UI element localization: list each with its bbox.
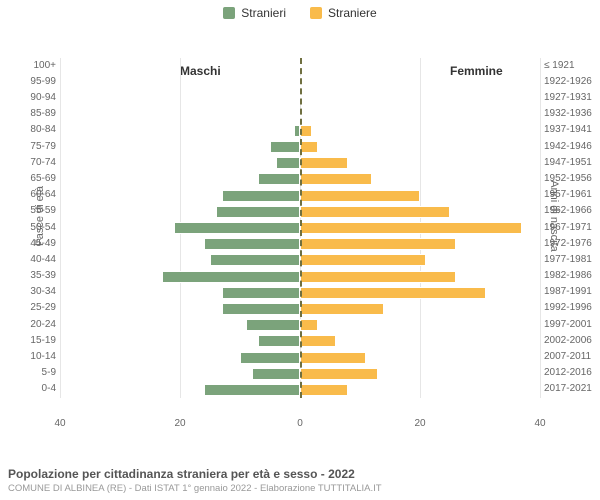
legend-item-male: Stranieri: [223, 6, 286, 20]
y-tick-birth: 1932-1936: [544, 109, 600, 119]
bar-male: [204, 238, 300, 250]
footer-title: Popolazione per cittadinanza straniera p…: [8, 467, 592, 481]
y-tick-birth: 2017-2021: [544, 384, 600, 394]
bar-female: [300, 141, 318, 153]
bar-female: [300, 173, 372, 185]
plot: 402002040: [60, 58, 540, 398]
y-tick-birth: 1952-1956: [544, 174, 600, 184]
y-tick-birth: 2007-2011: [544, 352, 600, 362]
bar-male: [216, 206, 300, 218]
legend-swatch-male: [223, 7, 235, 19]
y-tick-age: 85-89: [0, 109, 56, 119]
y-tick-age: 0-4: [0, 384, 56, 394]
x-tick: 40: [534, 418, 545, 429]
bar-female: [300, 319, 318, 331]
y-tick-birth: 1927-1931: [544, 93, 600, 103]
y-tick-age: 40-44: [0, 255, 56, 265]
bar-female: [300, 206, 450, 218]
y-tick-age: 25-29: [0, 303, 56, 313]
y-tick-age: 15-19: [0, 336, 56, 346]
y-tick-birth: 1977-1981: [544, 255, 600, 265]
x-tick: 20: [414, 418, 425, 429]
bar-male: [270, 141, 300, 153]
bar-male: [252, 368, 300, 380]
y-axis-left: 100+ 95-99 90-94 85-89 80-84 75-79 70-74 65-69 6…: [0, 58, 56, 398]
bar-female: [300, 352, 366, 364]
y-tick-age: 60-64: [0, 190, 56, 200]
y-tick-birth: 1957-1961: [544, 190, 600, 200]
y-tick-age: 70-74: [0, 158, 56, 168]
bar-female: [300, 254, 426, 266]
bar-female: [300, 287, 486, 299]
legend: Stranieri Straniere: [0, 0, 600, 20]
bar-male: [258, 335, 300, 347]
y-tick-age: 95-99: [0, 77, 56, 87]
bar-female: [300, 190, 420, 202]
bar-female: [300, 238, 456, 250]
y-tick-age: 30-34: [0, 287, 56, 297]
y-tick-age: 10-14: [0, 352, 56, 362]
y-tick-birth: 1992-1996: [544, 303, 600, 313]
y-tick-birth: 1967-1971: [544, 223, 600, 233]
y-tick-age: 45-49: [0, 239, 56, 249]
y-tick-age: 55-59: [0, 206, 56, 216]
bar-male: [174, 222, 300, 234]
y-tick-birth: ≤ 1921: [544, 61, 600, 71]
y-tick-birth: 2002-2006: [544, 336, 600, 346]
y-tick-age: 50-54: [0, 223, 56, 233]
bar-female: [300, 222, 522, 234]
y-tick-age: 90-94: [0, 93, 56, 103]
bar-female: [300, 271, 456, 283]
bar-female: [300, 384, 348, 396]
y-tick-birth: 1947-1951: [544, 158, 600, 168]
y-tick-age: 20-24: [0, 320, 56, 330]
x-axis: 402002040: [60, 418, 540, 438]
y-tick-birth: 1987-1991: [544, 287, 600, 297]
bar-male: [210, 254, 300, 266]
bar-male: [258, 173, 300, 185]
bar-male: [204, 384, 300, 396]
bar-male: [222, 287, 300, 299]
gridline: [540, 58, 541, 398]
y-axis-right: ≤ 1921 1922-1926 1927-1931 1932-1936 1937-19…: [544, 58, 600, 398]
y-tick-birth: 1972-1976: [544, 239, 600, 249]
legend-label-female: Straniere: [328, 6, 377, 20]
legend-swatch-female: [310, 7, 322, 19]
y-tick-birth: 1937-1941: [544, 125, 600, 135]
bar-female: [300, 368, 378, 380]
bar-male: [246, 319, 300, 331]
y-tick-age: 75-79: [0, 142, 56, 152]
x-tick: 40: [54, 418, 65, 429]
y-tick-age: 35-39: [0, 271, 56, 281]
legend-item-female: Straniere: [310, 6, 377, 20]
y-tick-birth: 1942-1946: [544, 142, 600, 152]
y-tick-birth: 1997-2001: [544, 320, 600, 330]
legend-label-male: Stranieri: [241, 6, 286, 20]
bar-male: [222, 190, 300, 202]
bar-female: [300, 335, 336, 347]
y-tick-birth: 1922-1926: [544, 77, 600, 87]
bar-male: [240, 352, 300, 364]
x-tick: 0: [297, 418, 303, 429]
y-tick-age: 65-69: [0, 174, 56, 184]
center-line: [300, 58, 302, 398]
y-tick-age: 5-9: [0, 368, 56, 378]
bar-female: [300, 157, 348, 169]
x-tick: 20: [174, 418, 185, 429]
footer-sub: COMUNE DI ALBINEA (RE) - Dati ISTAT 1° g…: [8, 483, 592, 494]
bar-male: [162, 271, 300, 283]
bar-male: [276, 157, 300, 169]
footer: Popolazione per cittadinanza straniera p…: [8, 467, 592, 494]
bar-female: [300, 303, 384, 315]
y-tick-age: 100+: [0, 61, 56, 71]
bar-male: [222, 303, 300, 315]
y-tick-birth: 1982-1986: [544, 271, 600, 281]
y-tick-birth: 2012-2016: [544, 368, 600, 378]
y-tick-birth: 1962-1966: [544, 206, 600, 216]
chart-area: Maschi Femmine Fasce di età Anni di nasc…: [60, 40, 540, 430]
y-tick-age: 80-84: [0, 125, 56, 135]
